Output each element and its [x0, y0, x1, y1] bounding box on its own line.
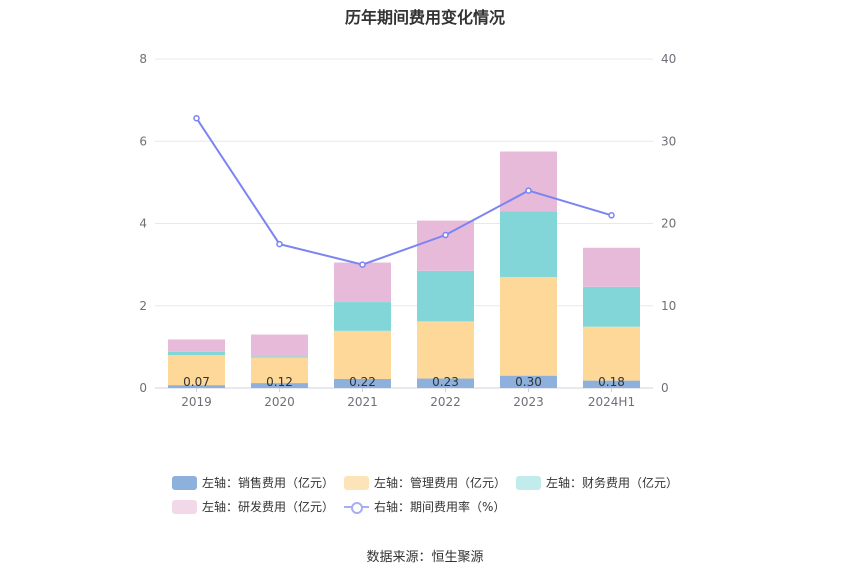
bar-segment-1 — [583, 326, 640, 381]
legend-label-finance: 左轴：财务费用（亿元） — [546, 476, 679, 490]
source-note: 数据来源：恒生聚源 — [366, 550, 484, 565]
bar-segment-3 — [417, 220, 474, 271]
bar-segment-0 — [500, 375, 557, 388]
legend-label-sales: 左轴：销售费用（亿元） — [202, 476, 335, 490]
chart-title: 历年期间费用变化情况 — [344, 8, 505, 27]
legend-item-rate[interactable]: 右轴：期间费用率（%） — [344, 498, 505, 515]
legend-item-sales[interactable]: 左轴：销售费用（亿元） — [172, 474, 334, 491]
legend-swatch-sales — [172, 475, 197, 490]
line-point — [608, 212, 615, 219]
line-series-rate — [195, 117, 612, 266]
legend-item-finance[interactable]: 左轴：财务费用（亿元） — [516, 474, 678, 491]
data-label: 0.07 — [183, 375, 210, 389]
legend-label-rate: 右轴：期间费用率（%） — [374, 500, 506, 514]
bar-segment-0 — [334, 378, 391, 388]
line-point — [276, 240, 283, 248]
x-tick-label: 2021 — [347, 395, 378, 409]
data-label: 0.12 — [266, 375, 293, 389]
line-point — [525, 187, 532, 194]
bar-segment-1 — [417, 321, 474, 379]
bar-segment-2 — [500, 211, 557, 277]
bar-segment-2 — [168, 351, 225, 356]
bar-segment-3 — [168, 339, 225, 352]
y-left-tick-label: 4 — [139, 217, 147, 231]
bar-segment-0 — [168, 385, 225, 388]
legend-label-rnd: 左轴：研发费用（亿元） — [202, 500, 335, 514]
legend-item-admin[interactable]: 左轴：管理费用（亿元） — [344, 474, 506, 491]
x-tick-label: 2020 — [264, 395, 295, 409]
bar-segment-1 — [168, 355, 225, 386]
legend-line-rate-icon — [344, 500, 369, 514]
y-right-tick-label: 10 — [661, 299, 676, 313]
data-label: 0.18 — [598, 375, 625, 389]
legend-label-admin: 左轴：管理费用（亿元） — [374, 476, 507, 490]
legend-swatch-rnd — [172, 499, 197, 514]
bar-segment-3 — [583, 247, 640, 287]
bar-segment-2 — [334, 302, 391, 331]
x-tick-label: 2024H1 — [588, 395, 635, 409]
y-left-tick-label: 6 — [139, 134, 147, 148]
bar-segment-0 — [251, 383, 308, 388]
bar-segment-3 — [334, 262, 391, 303]
y-right-tick-label: 30 — [661, 134, 676, 148]
bar-segment-2 — [583, 286, 640, 327]
bar-segment-1 — [334, 330, 391, 379]
data-label: 0.30 — [515, 375, 542, 389]
legend-swatch-admin — [344, 475, 369, 490]
y-right-tick-label: 0 — [661, 381, 669, 395]
y-right-tick-label: 40 — [661, 52, 676, 66]
line-point — [359, 261, 366, 268]
line-point — [193, 114, 200, 122]
y-right-tick-label: 20 — [661, 217, 676, 231]
data-label: 0.22 — [349, 375, 376, 389]
bar-segment-2 — [417, 270, 474, 322]
x-tick-label: 2019 — [181, 395, 212, 409]
y-left-tick-label: 8 — [139, 52, 147, 66]
x-tick-label: 2022 — [430, 395, 461, 409]
bar-segment-0 — [583, 380, 640, 388]
legend-item-rnd[interactable]: 左轴：研发费用（亿元） — [172, 498, 334, 515]
data-label: 0.23 — [432, 375, 459, 389]
bar-segment-1 — [500, 276, 557, 376]
line-point — [442, 231, 449, 239]
bar-segment-3 — [251, 334, 308, 357]
x-tick-label: 2023 — [513, 395, 544, 409]
bar-segment-2 — [251, 356, 308, 358]
legend-swatch-finance — [516, 475, 541, 490]
bar-segment-0 — [417, 378, 474, 388]
y-left-tick-label: 0 — [139, 381, 147, 395]
bar-segment-1 — [251, 357, 308, 384]
y-left-tick-label: 2 — [139, 299, 147, 313]
